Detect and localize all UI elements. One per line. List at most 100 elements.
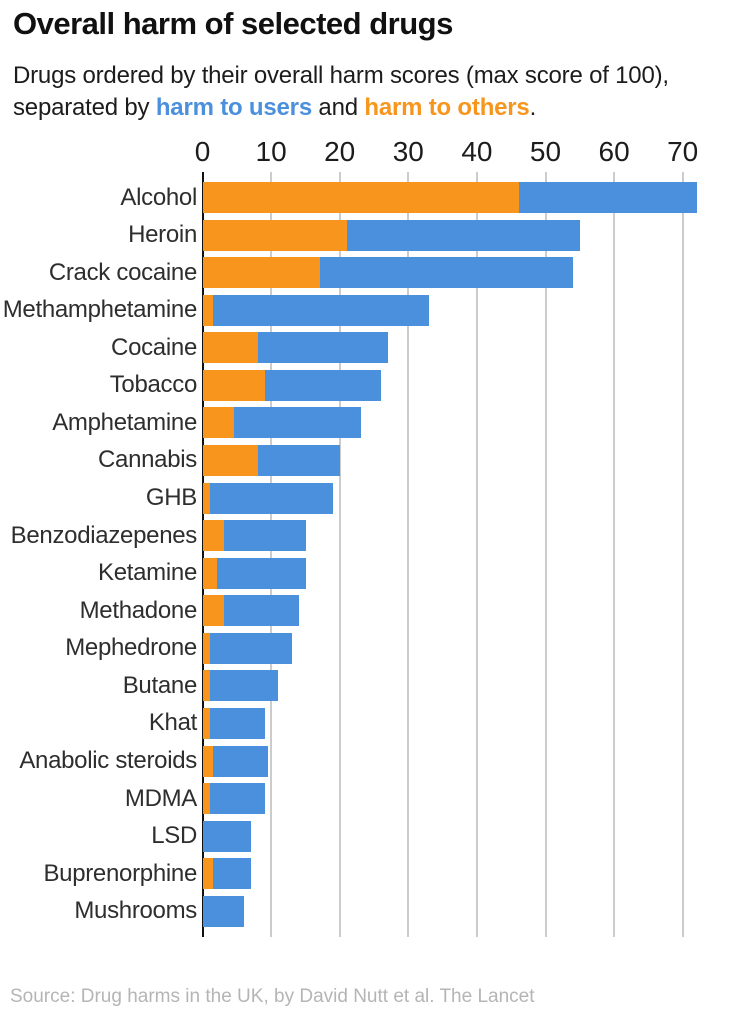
- bar-row: [203, 745, 269, 777]
- harm-to-others-segment: [203, 632, 210, 664]
- x-axis-tick-label: 10: [255, 136, 287, 167]
- bar-row: [203, 632, 293, 664]
- drug-label: LSD: [151, 822, 197, 850]
- drug-label: Amphetamine: [52, 408, 197, 436]
- drug-label: Cannabis: [97, 446, 197, 474]
- harm-to-others-segment: [203, 294, 214, 326]
- harm-to-users-segment: [213, 858, 251, 890]
- x-axis-tick-label: 70: [667, 136, 699, 167]
- subtitle-line1: Drugs ordered by their overall harm scor…: [13, 62, 669, 89]
- harm-to-users-segment: [264, 369, 382, 401]
- legend-harm-to-users: harm to users: [155, 94, 312, 121]
- x-axis-tick-label: 30: [392, 136, 424, 167]
- harm-to-others-segment: [203, 482, 210, 514]
- bar-row: [203, 783, 265, 815]
- harm-to-users-segment: [209, 632, 293, 664]
- bar-row: [203, 482, 334, 514]
- subtitle-line2-prefix: separated by: [13, 94, 156, 121]
- harm-to-users-segment: [203, 895, 245, 927]
- subtitle-and: and: [311, 94, 365, 121]
- harm-to-users-segment: [209, 783, 265, 815]
- bar-row: [203, 858, 251, 890]
- harm-to-users-segment: [209, 670, 279, 702]
- harm-to-others-segment: [203, 444, 258, 476]
- bar-row: [203, 369, 382, 401]
- gridline: [338, 172, 341, 937]
- drug-label: Alcohol: [120, 183, 197, 211]
- harm-to-others-segment: [203, 332, 258, 364]
- gridline: [270, 172, 273, 937]
- drug-label: Buprenorphine: [43, 859, 197, 887]
- drug-label: Mushrooms: [74, 897, 197, 925]
- drug-label: Heroin: [128, 221, 197, 249]
- drug-label: Mephedrone: [65, 634, 197, 662]
- drug-label: Ketamine: [98, 559, 197, 587]
- drug-label: Tobacco: [109, 371, 198, 399]
- bar-row: [203, 820, 252, 852]
- drug-label: Cocaine: [111, 333, 197, 361]
- gridline: [407, 172, 410, 937]
- bar-row: [203, 557, 306, 589]
- drug-label: Crack cocaine: [48, 258, 197, 286]
- harm-to-users-segment: [213, 294, 430, 326]
- harm-to-others-segment: [203, 858, 214, 890]
- legend-harm-to-others: harm to others: [364, 94, 530, 121]
- x-axis-tick-label: 40: [461, 136, 493, 167]
- source-note: Source: Drug harms in the UK, by David N…: [10, 986, 535, 1007]
- bar-row: [203, 407, 361, 439]
- x-axis-tick-label: 0: [194, 136, 211, 167]
- gridline: [681, 172, 684, 937]
- harm-to-others-segment: [203, 520, 224, 552]
- bar-row: [203, 444, 341, 476]
- harm-to-users-segment: [203, 820, 252, 852]
- subtitle-period: .: [529, 94, 537, 121]
- harm-to-users-segment: [209, 707, 265, 739]
- drug-label: MDMA: [124, 784, 197, 812]
- harm-to-others-segment: [203, 707, 210, 739]
- bar-row: [203, 520, 306, 552]
- x-axis-tick-label: 60: [598, 136, 630, 167]
- drug-label: Butane: [122, 671, 198, 699]
- harm-to-others-segment: [203, 407, 234, 439]
- harm-to-users-segment: [257, 444, 341, 476]
- harm-to-users-segment: [213, 745, 269, 777]
- bar-chart: 0 10 20 30 40 50 60 70 Alcohol Heroin Crack cocain…: [2, 136, 699, 937]
- drug-label: Anabolic steroids: [19, 747, 197, 775]
- gridline: [544, 172, 547, 937]
- gridline: [613, 172, 616, 937]
- harm-to-others-segment: [203, 783, 210, 815]
- bar-row: [203, 182, 697, 213]
- harm-to-users-segment: [209, 482, 334, 514]
- bar-row: [203, 257, 574, 289]
- harm-to-users-segment: [319, 257, 574, 289]
- harm-to-others-segment: [203, 595, 224, 627]
- harm-to-others-segment: [203, 745, 214, 777]
- bar-row: [203, 595, 300, 627]
- x-axis-tick-label: 50: [529, 136, 562, 167]
- harm-to-others-segment: [203, 670, 210, 702]
- drug-label: Methamphetamine: [2, 296, 198, 324]
- harm-to-others-segment: [203, 557, 217, 589]
- harm-to-users-segment: [257, 332, 389, 364]
- y-axis-baseline: [201, 172, 204, 937]
- harm-to-users-segment: [223, 520, 306, 552]
- chart-subtitle: Drugs ordered by their overall harm scor…: [13, 60, 753, 124]
- harm-to-users-segment: [518, 182, 697, 213]
- bar-row: [203, 670, 279, 702]
- bar-row: [203, 219, 581, 251]
- bar-row: [203, 895, 245, 927]
- drug-label: GHB: [145, 484, 197, 512]
- harm-to-others-segment: [203, 219, 348, 251]
- bar-row: [203, 294, 430, 326]
- harm-to-users-segment: [223, 595, 300, 627]
- harm-to-users-segment: [216, 557, 306, 589]
- chart-title: Overall harm of selected drugs: [13, 6, 453, 41]
- drug-label: Methadone: [79, 596, 198, 624]
- bar-row: [203, 707, 265, 739]
- harm-to-others-segment: [203, 369, 265, 401]
- bar-row: [203, 332, 389, 364]
- harm-to-others-segment: [203, 182, 519, 213]
- harm-to-users-segment: [347, 219, 581, 251]
- drug-label: Benzodiazepenes: [10, 521, 198, 549]
- x-axis-tick-label: 20: [324, 136, 356, 167]
